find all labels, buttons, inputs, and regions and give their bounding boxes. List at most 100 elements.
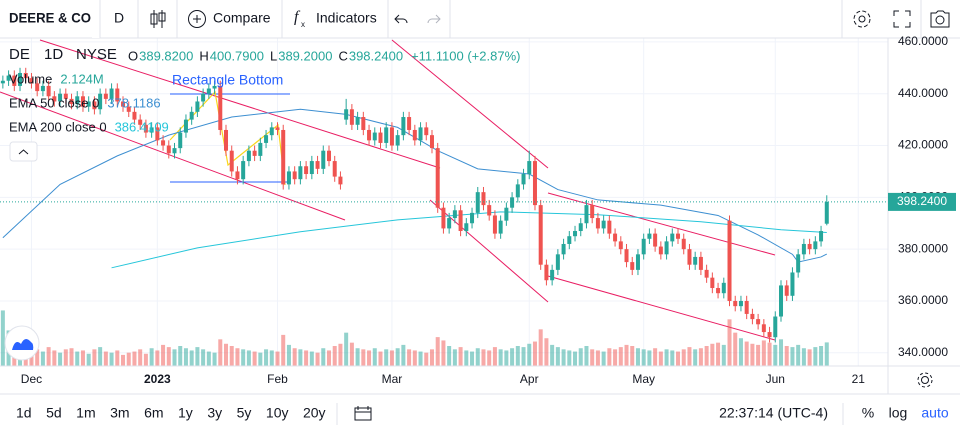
y-tick-label: 380.0000: [898, 241, 948, 255]
log-toggle[interactable]: log: [889, 405, 908, 421]
percent-toggle[interactable]: %: [862, 405, 874, 421]
volume-bar: [538, 329, 543, 366]
candle-body: [372, 132, 377, 141]
candle-body: [452, 210, 457, 219]
range-button[interactable]: 5d: [46, 405, 62, 421]
volume-bar: [183, 348, 188, 366]
candle-body: [315, 161, 320, 169]
volume-bar: [435, 337, 440, 366]
range-button[interactable]: 5y: [237, 405, 252, 421]
volume-bar: [46, 347, 51, 366]
candle-body: [264, 135, 269, 143]
compare-button[interactable]: Compare: [188, 10, 271, 28]
volume-bar: [126, 352, 131, 366]
range-button[interactable]: 3y: [207, 405, 222, 421]
candle-body: [332, 161, 337, 177]
study-name: Volume: [9, 71, 52, 86]
candle-body: [664, 241, 669, 255]
volume-bar: [201, 349, 206, 366]
volume-bar: [613, 349, 618, 366]
volume-bar: [344, 332, 349, 366]
x-tick-label: 21: [852, 372, 866, 386]
collapse-legend-button[interactable]: [9, 141, 38, 162]
candle-body: [183, 119, 188, 133]
candle-body: [235, 171, 240, 180]
candle-body: [218, 85, 223, 130]
volume-bar: [527, 343, 532, 366]
candle-body: [796, 254, 801, 273]
candle-body: [607, 220, 612, 234]
candle-body: [641, 238, 646, 255]
volume-bar: [298, 349, 303, 366]
volume-bar: [58, 352, 63, 366]
symbol-search[interactable]: DEERE & CO: [9, 10, 91, 26]
candle-body: [733, 300, 738, 307]
settings-button[interactable]: [853, 10, 871, 28]
candle-body: [121, 101, 126, 107]
candle-body: [241, 161, 246, 180]
candle-body: [281, 129, 286, 185]
range-button[interactable]: 1d: [16, 405, 32, 421]
volume-bar: [567, 350, 572, 366]
range-button[interactable]: 1y: [178, 405, 193, 421]
volume-bar: [573, 351, 578, 366]
volume-bar: [304, 350, 309, 366]
range-button[interactable]: 1m: [76, 405, 95, 421]
study-value: 378.1186: [107, 95, 160, 110]
chart-style-button[interactable]: [150, 10, 166, 28]
auto-toggle[interactable]: auto: [921, 405, 948, 421]
range-button[interactable]: 6m: [144, 405, 163, 421]
candle-body: [309, 161, 314, 175]
candle-body: [292, 171, 297, 180]
volume-bar: [229, 346, 234, 366]
volume-bar: [521, 347, 526, 366]
candle-body: [790, 272, 795, 296]
volume-bar: [767, 342, 772, 366]
candle-body: [58, 93, 63, 102]
candle-body: [338, 176, 343, 185]
range-button[interactable]: 3m: [110, 405, 129, 421]
volume-bar: [624, 344, 629, 366]
date-range-button[interactable]: [354, 406, 372, 421]
volume-bar: [286, 344, 291, 366]
volume-bar: [510, 348, 515, 366]
candle-body: [721, 282, 726, 294]
candle-body: [384, 127, 389, 143]
candle-body: [80, 96, 85, 107]
candle-body: [143, 124, 148, 133]
volume-bar: [779, 339, 784, 366]
screenshot-button[interactable]: [930, 10, 950, 28]
range-button[interactable]: 10y: [266, 405, 289, 421]
candle-body: [40, 85, 45, 92]
candle-body: [544, 264, 549, 281]
fullscreen-button[interactable]: [893, 10, 911, 28]
undo-button[interactable]: [394, 14, 408, 24]
range-button[interactable]: 20y: [303, 405, 326, 421]
candle-body: [727, 220, 732, 301]
volume-bar: [0, 310, 5, 366]
x-tick-label: 2023: [144, 372, 171, 386]
volume-bar: [98, 347, 103, 366]
axis-settings-button[interactable]: [917, 372, 933, 388]
y-tick-label: 440.0000: [898, 86, 948, 100]
candle-body: [676, 233, 681, 239]
candle-body: [470, 212, 475, 224]
volume-bar: [807, 349, 812, 366]
volume-bar: [658, 351, 663, 366]
volume-bar: [258, 352, 263, 366]
candle-body: [595, 218, 600, 229]
interval-button[interactable]: D: [114, 10, 124, 26]
redo-button[interactable]: [427, 14, 441, 24]
last-price-box: [888, 192, 956, 211]
legend-exchange: NYSE: [76, 46, 117, 63]
candle-body: [258, 142, 263, 156]
candle-body: [635, 254, 640, 270]
volume-bar: [52, 350, 57, 366]
candle-body: [75, 96, 80, 105]
indicators-button[interactable]: f x Indicators: [294, 9, 377, 29]
candle-body: [521, 174, 526, 185]
volume-bar: [801, 348, 806, 366]
candle-body: [698, 256, 703, 270]
y-tick-label: 420.0000: [898, 138, 948, 152]
candle-body: [424, 127, 429, 136]
